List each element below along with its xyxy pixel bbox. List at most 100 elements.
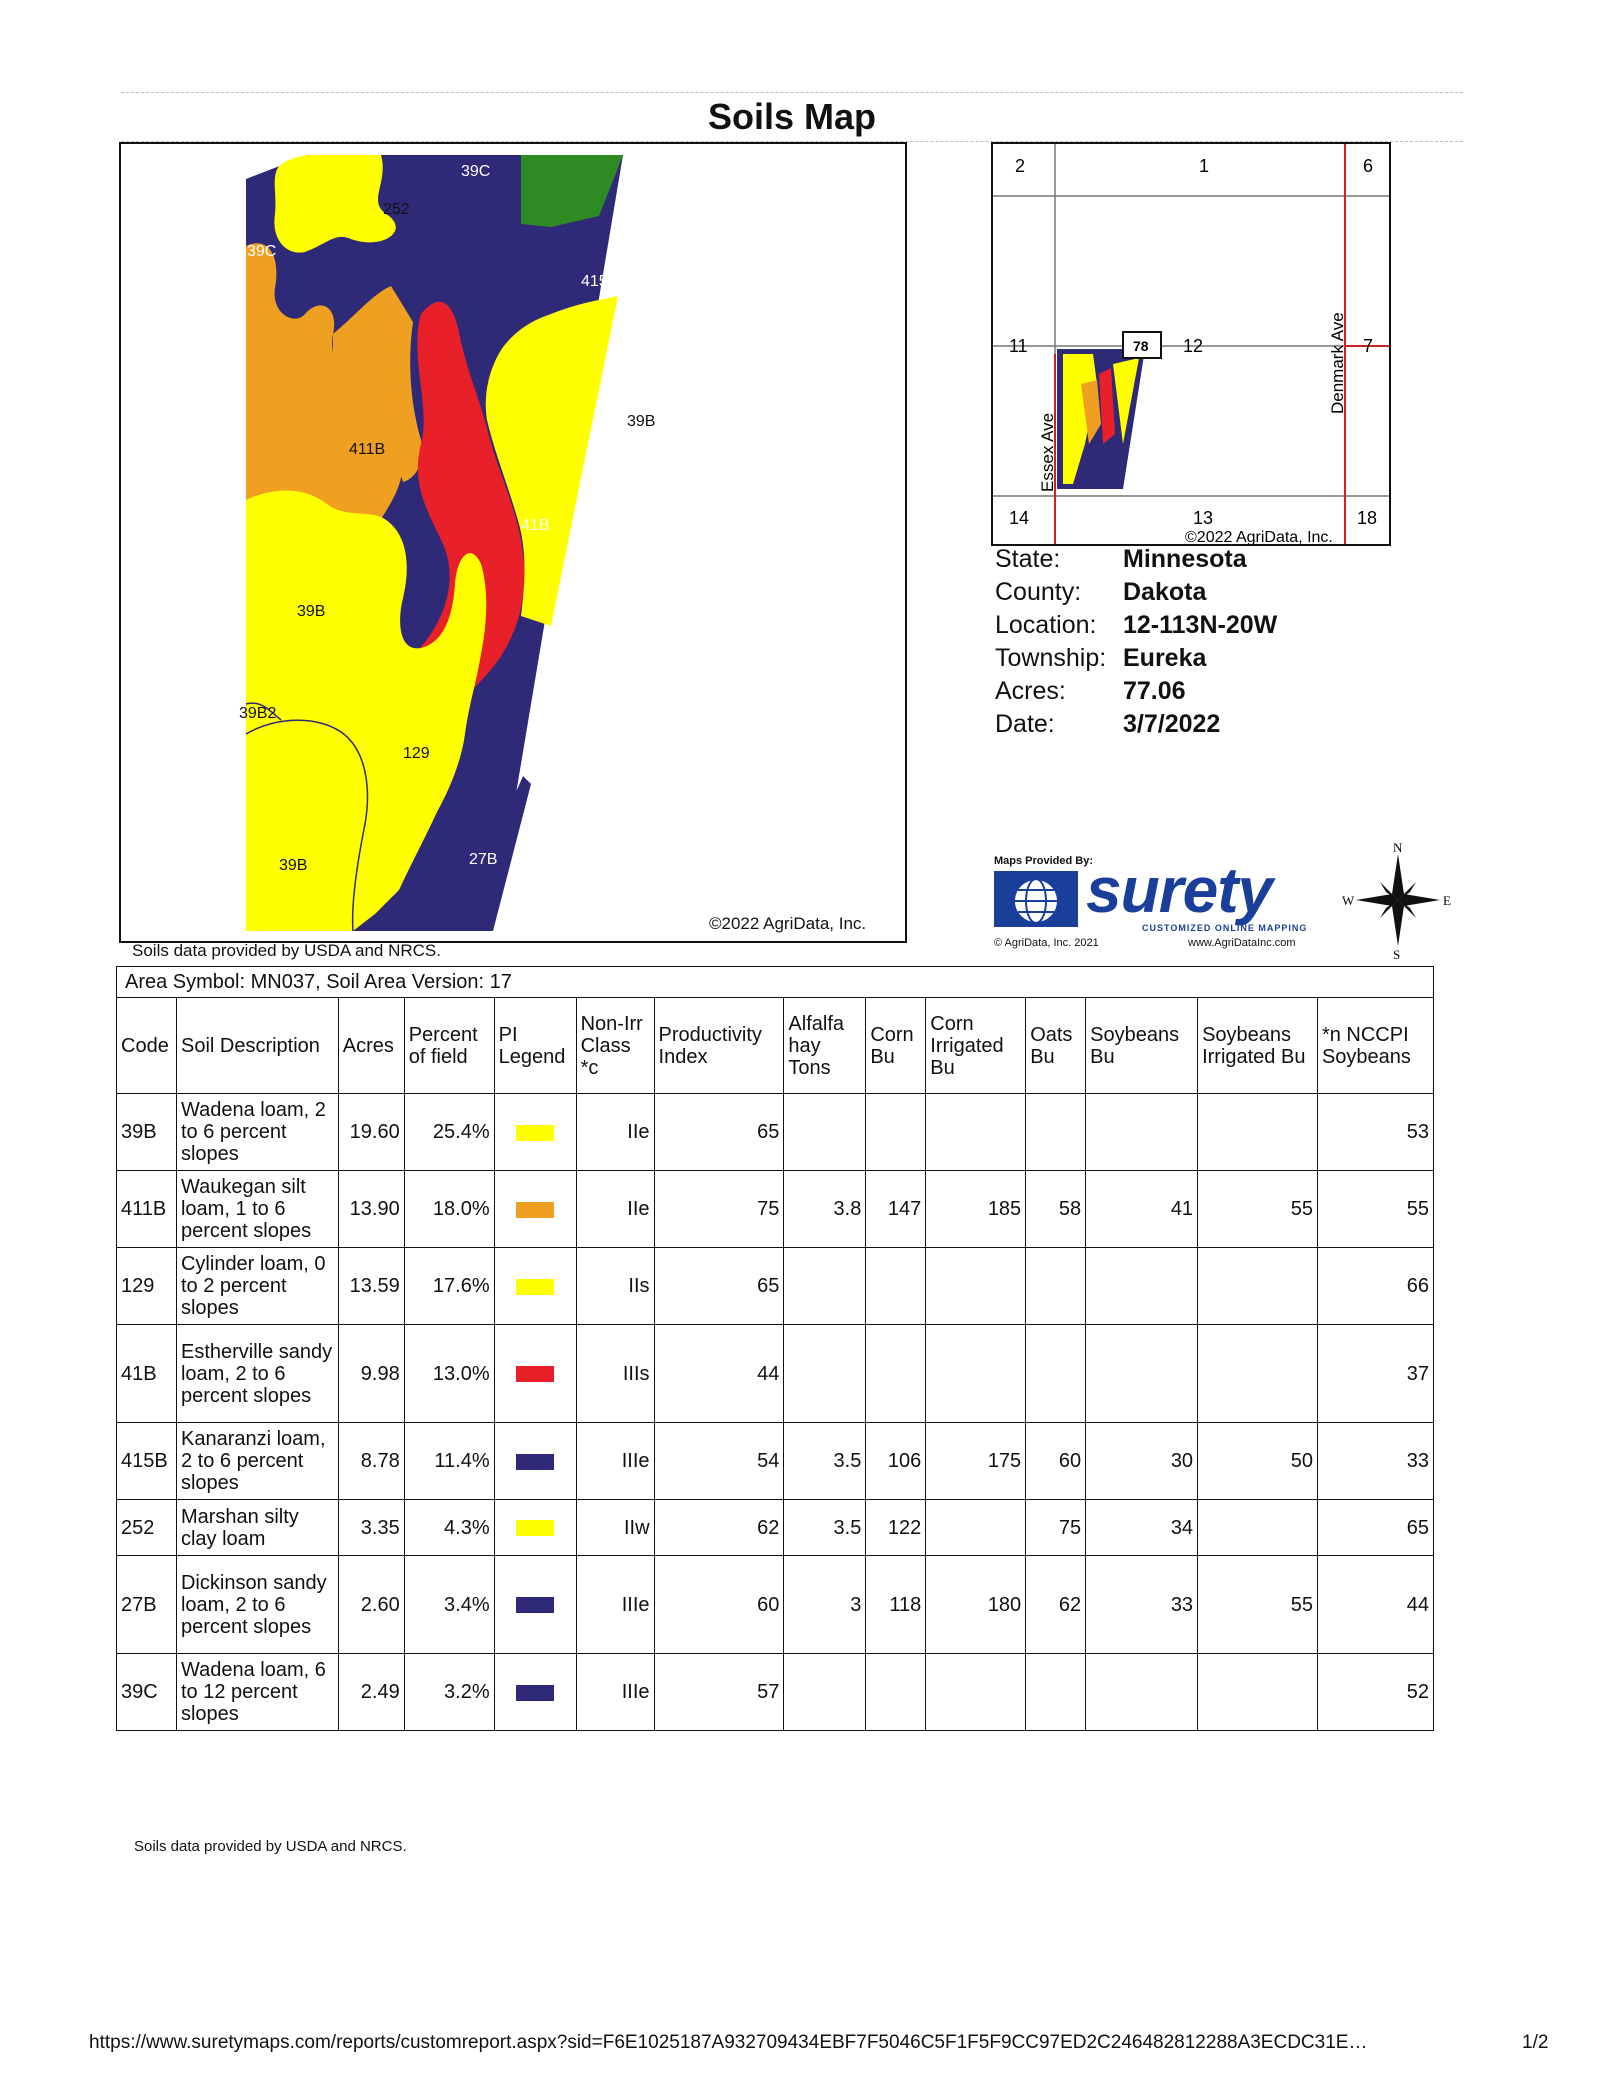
cell-alfalfa xyxy=(783,1653,867,1731)
section-number: 1 xyxy=(1199,156,1209,176)
cell-alfalfa: 3 xyxy=(783,1555,867,1654)
logo-copyright: © AgriData, Inc. 2021 xyxy=(994,937,1099,949)
cell-soy xyxy=(1085,1093,1199,1171)
soil-label: 39B2 xyxy=(239,705,276,722)
table-row: 252 Marshan silty clay loam 3.35 4.3% IIw 62 3… xyxy=(116,1499,1435,1556)
column-header: PI Legend xyxy=(493,997,577,1094)
cell-desc: Waukegan silt loam, 1 to 6 percent slope… xyxy=(175,1170,339,1248)
info-value: Eureka xyxy=(1123,644,1207,672)
cell-oats: 60 xyxy=(1025,1422,1087,1500)
cell-corn-irr: 185 xyxy=(925,1170,1027,1248)
cell-corn: 106 xyxy=(865,1422,927,1500)
pi-legend-cell xyxy=(493,1324,577,1423)
section-number: 12 xyxy=(1183,336,1203,356)
cell-nccpi: 37 xyxy=(1316,1324,1435,1423)
cell-code: 129 xyxy=(116,1247,177,1325)
cell-oats: 62 xyxy=(1025,1555,1087,1654)
road-label-denmark: Denmark Ave xyxy=(1328,312,1347,414)
cell-corn-irr xyxy=(925,1093,1027,1171)
cell-alfalfa: 3.5 xyxy=(783,1499,867,1556)
soil-label: 39C xyxy=(247,243,276,260)
info-value: Minnesota xyxy=(1123,545,1247,573)
cell-nccpi: 44 xyxy=(1316,1555,1435,1654)
column-header: Alfalfa hay Tons xyxy=(783,997,867,1094)
cell-pct: 25.4% xyxy=(403,1093,495,1171)
cell-pi: 75 xyxy=(653,1170,785,1248)
cell-acres: 13.90 xyxy=(337,1170,405,1248)
cell-corn xyxy=(865,1653,927,1731)
section-number: 7 xyxy=(1363,336,1373,356)
cell-pi: 65 xyxy=(653,1247,785,1325)
cell-nccpi: 55 xyxy=(1316,1170,1435,1248)
logo-brand: surety xyxy=(1086,854,1273,926)
column-header: Non-Irr Class *c xyxy=(575,997,655,1094)
area-symbol: Area Symbol: MN037, Soil Area Version: 1… xyxy=(116,966,1434,998)
legend-swatch xyxy=(516,1684,555,1701)
soil-label: 411B xyxy=(349,441,385,458)
cell-desc: Wadena loam, 2 to 6 percent slopes xyxy=(175,1093,339,1171)
soil-polygon-39B-east xyxy=(485,296,618,626)
cell-acres: 9.98 xyxy=(337,1324,405,1423)
cell-oats xyxy=(1025,1653,1087,1731)
info-value: 77.06 xyxy=(1123,677,1186,705)
cell-alfalfa xyxy=(783,1247,867,1325)
compass-w: W xyxy=(1342,893,1355,908)
section-number: 6 xyxy=(1363,156,1373,176)
cell-nccpi: 52 xyxy=(1316,1653,1435,1731)
column-header: *n NCCPI Soybeans xyxy=(1316,997,1435,1094)
soil-polygon-252 xyxy=(274,155,396,253)
cell-code: 39C xyxy=(116,1653,177,1731)
soil-polygon-411B-b xyxy=(333,286,423,482)
field-number: 78 xyxy=(1133,338,1149,354)
table-body: 39B Wadena loam, 2 to 6 percent slopes 19.… xyxy=(116,1093,1435,1731)
cell-soy-irr: 55 xyxy=(1197,1555,1318,1654)
column-header: Soybeans Irrigated Bu xyxy=(1197,997,1318,1094)
pi-legend-cell xyxy=(493,1170,577,1248)
legend-swatch xyxy=(516,1124,555,1141)
soil-polygon-301B xyxy=(521,155,623,227)
legend-swatch xyxy=(516,1278,555,1295)
info-label: Location: xyxy=(995,611,1097,639)
cell-desc: Estherville sandy loam, 2 to 6 percent s… xyxy=(175,1324,339,1423)
logo-provided-by: Maps Provided By: xyxy=(994,855,1094,867)
cell-pi: 44 xyxy=(653,1324,785,1423)
cell-corn-irr xyxy=(925,1324,1027,1423)
soil-label: 39B xyxy=(279,857,307,874)
section-number: 2 xyxy=(1015,156,1025,176)
column-header: Productivity Index xyxy=(653,997,785,1094)
legend-swatch xyxy=(516,1366,555,1383)
soils-map[interactable]: 39C 252 39C 301B 39C 415B 39B 411B 41B 3… xyxy=(119,142,907,943)
pi-legend-cell xyxy=(493,1499,577,1556)
info-value: Dakota xyxy=(1123,578,1207,606)
compass-e: E xyxy=(1443,893,1451,908)
logo-tagline: CUSTOMIZED ONLINE MAPPING xyxy=(1142,923,1308,933)
pi-legend-cell xyxy=(493,1653,577,1731)
soil-label: 129 xyxy=(403,745,430,762)
cell-nccpi: 33 xyxy=(1316,1422,1435,1500)
cell-nccpi: 66 xyxy=(1316,1247,1435,1325)
compass-rose: N S W E xyxy=(1342,840,1454,962)
cell-pi: 57 xyxy=(653,1653,785,1731)
cell-pi: 62 xyxy=(653,1499,785,1556)
pi-legend-cell xyxy=(493,1247,577,1325)
info-label: County: xyxy=(995,578,1082,606)
locator-map[interactable]: 78 2 1 6 11 12 7 14 13 18 Essex Ave Denm… xyxy=(991,142,1391,546)
area-symbol-row: Area Symbol: MN037, Soil Area Version: 1… xyxy=(116,966,1434,998)
soil-label: 252 xyxy=(383,201,410,218)
section-number: 18 xyxy=(1357,508,1377,528)
cell-oats: 58 xyxy=(1025,1170,1087,1248)
cell-cls: IIw xyxy=(575,1499,655,1556)
footer-url[interactable]: https://www.suretymaps.com/reports/custo… xyxy=(89,2032,1368,2053)
info-label: Acres: xyxy=(995,677,1066,705)
cell-oats xyxy=(1025,1093,1087,1171)
cell-pct: 3.2% xyxy=(403,1653,495,1731)
cell-pi: 60 xyxy=(653,1555,785,1654)
map-source-note: Soils data provided by USDA and NRCS. xyxy=(132,941,441,960)
cell-cls: IIe xyxy=(575,1170,655,1248)
cell-oats: 75 xyxy=(1025,1499,1087,1556)
soil-label: 415B xyxy=(581,273,618,290)
surety-logo[interactable]: Maps Provided By: surety CUSTOMIZED ONLI… xyxy=(992,854,1332,955)
cell-soy-irr xyxy=(1197,1653,1318,1731)
footer-page-number: 1/2 xyxy=(1522,2032,1549,2053)
cell-corn-irr: 180 xyxy=(925,1555,1027,1654)
